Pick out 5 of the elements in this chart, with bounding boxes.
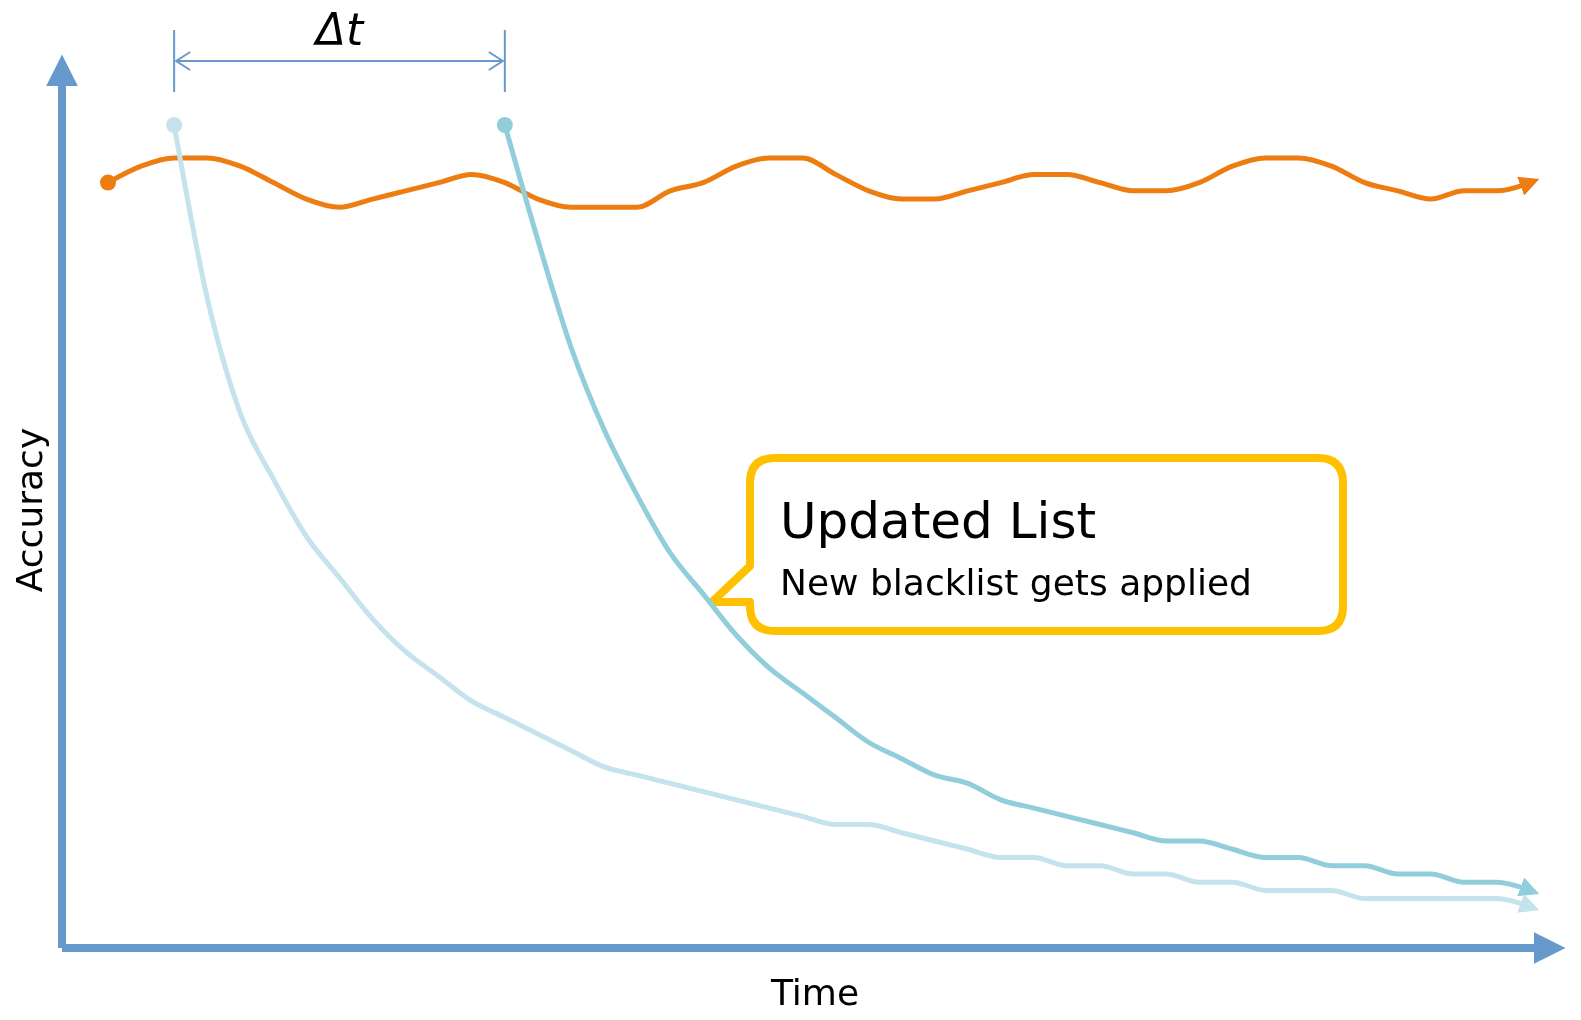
y-axis-title: Accuracy: [9, 427, 50, 593]
x-axis-title: Time: [769, 972, 860, 1013]
annotation: Updated List: [780, 492, 1097, 550]
text: Δt: [312, 4, 365, 55]
annotation: New blacklist gets applied: [780, 562, 1252, 603]
